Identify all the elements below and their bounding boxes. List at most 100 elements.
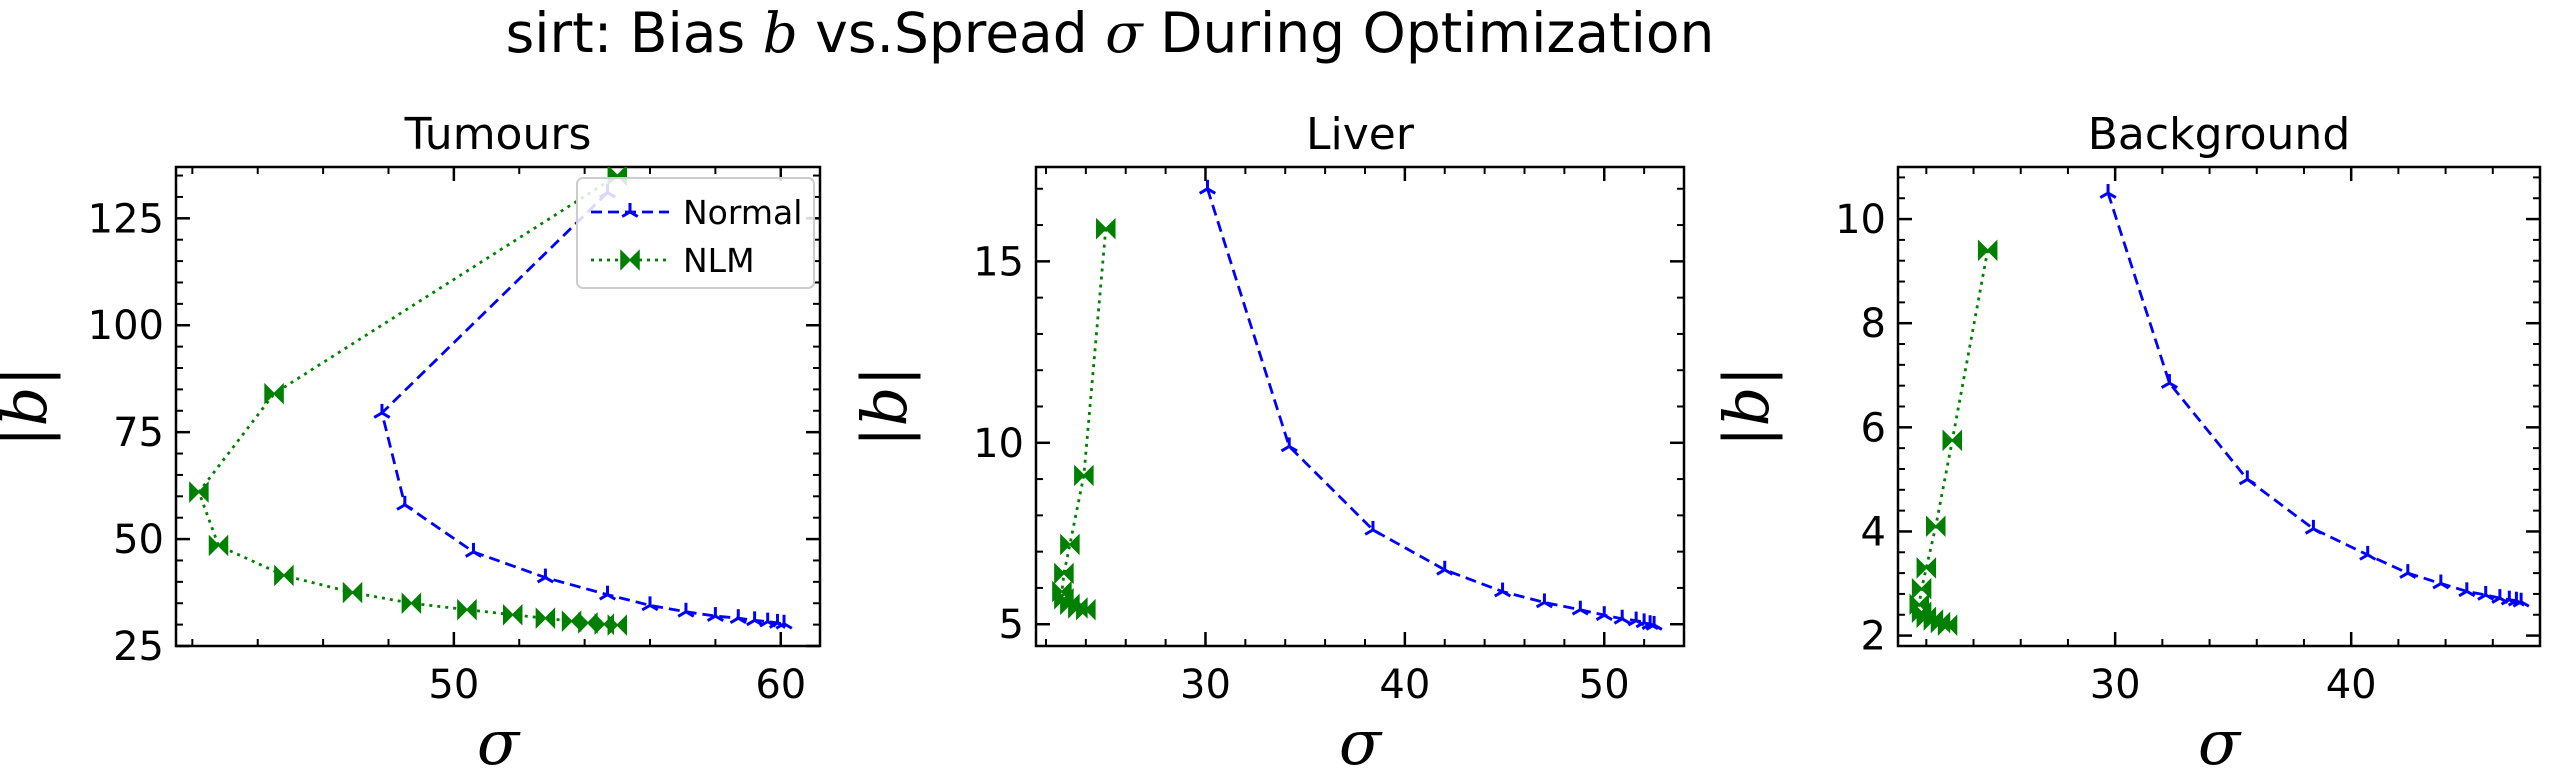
data-point-normal-arm xyxy=(1627,619,1637,627)
x-tick-label: 60 xyxy=(755,662,806,708)
data-point-normal-arm xyxy=(606,593,617,601)
x-axis-label: σ xyxy=(1339,706,1383,776)
x-tick-label: 50 xyxy=(428,662,479,708)
y-tick-label: 75 xyxy=(113,410,164,456)
data-point-normal-arm xyxy=(598,593,609,601)
figure-title-suffix: During Optimization xyxy=(1143,1,1715,65)
data-point-normal-arm xyxy=(775,622,785,630)
data-point-normal-arm xyxy=(2238,478,2249,486)
data-point-normal xyxy=(641,596,659,612)
data-point-normal-arm xyxy=(641,604,651,612)
data-point-normal xyxy=(1280,437,1298,453)
data-point-normal-arm xyxy=(1288,445,1298,453)
data-point-normal xyxy=(746,611,764,627)
data-point-normal-arm xyxy=(1198,187,1209,195)
data-point-normal-arm xyxy=(759,620,769,628)
y-tick-label: 50 xyxy=(113,517,164,563)
data-point-normal-arm xyxy=(2500,598,2511,606)
series-line-normal xyxy=(2106,192,2522,604)
data-point-normal-arm xyxy=(1603,613,1613,621)
data-point-normal xyxy=(2238,470,2256,486)
data-point-nlm xyxy=(264,382,284,405)
data-point-nlm xyxy=(342,581,363,604)
y-axis-label: |b| xyxy=(848,366,921,447)
y-axis-label: |b| xyxy=(0,366,61,447)
data-point-normal-arm xyxy=(729,616,740,624)
data-point-nlm xyxy=(1926,515,1946,538)
series-normal xyxy=(2099,184,2530,608)
data-point-normal-arm xyxy=(1653,623,1663,631)
legend-marker-normal-arm xyxy=(621,210,631,218)
panel-title: Liver xyxy=(1306,109,1415,160)
data-point-nlm xyxy=(1054,562,1074,585)
y-tick-label: 125 xyxy=(88,196,164,242)
data-point-normal-arm xyxy=(396,503,406,511)
data-point-normal-arm xyxy=(1280,445,1290,453)
data-point-normal-arm xyxy=(1501,590,1512,598)
data-point-normal-arm xyxy=(1579,608,1589,616)
data-point-normal-arm xyxy=(2466,590,2476,598)
data-point-normal-arm xyxy=(1621,617,1631,625)
plot-frame xyxy=(174,165,822,648)
data-point-nlm xyxy=(561,610,582,633)
series-line-normal xyxy=(1206,188,1655,627)
data-point-normal xyxy=(1535,593,1553,609)
figure-title-sigma: σ xyxy=(1105,1,1144,65)
data-point-normal-arm xyxy=(2168,381,2178,389)
series-nlm xyxy=(189,167,628,636)
panel-liver: 30 40 50 5 10 15 Liver σ |b| xyxy=(848,109,1686,776)
data-point-normal-arm xyxy=(2458,590,2468,598)
x-axis-label: σ xyxy=(2198,706,2242,776)
data-point-nlm xyxy=(457,598,477,621)
data-point-normal-arm xyxy=(381,411,391,419)
data-point-normal xyxy=(2399,564,2417,579)
data-point-normal xyxy=(464,542,483,558)
data-point-normal-arm xyxy=(737,616,747,624)
data-point-normal-arm xyxy=(1206,187,1217,195)
data-point-normal xyxy=(677,602,695,618)
data-point-normal xyxy=(1364,520,1382,536)
data-point-normal-arm xyxy=(1372,528,1382,536)
data-point-normal xyxy=(396,495,414,511)
data-point-nlm xyxy=(274,564,294,587)
data-point-normal-arm xyxy=(685,610,695,618)
data-point-normal xyxy=(1494,582,1512,598)
data-point-normal xyxy=(2432,574,2450,590)
data-point-normal-arm xyxy=(746,619,756,627)
data-point-normal-arm xyxy=(1635,621,1645,629)
series-line-nlm xyxy=(1060,228,1108,612)
x-tick-label: 40 xyxy=(1379,662,1430,708)
data-point-normal xyxy=(1645,615,1663,631)
data-point-normal-arm xyxy=(2099,191,2109,199)
x-tick-label: 40 xyxy=(2326,662,2377,708)
data-point-normal-arm xyxy=(2246,478,2256,486)
data-point-normal-arm xyxy=(2312,527,2322,535)
data-point-normal-arm xyxy=(2491,596,2501,604)
series-nlm xyxy=(1052,217,1116,621)
data-point-nlm xyxy=(208,534,229,557)
data-point-normal xyxy=(1436,560,1454,576)
data-point-nlm xyxy=(607,614,628,636)
data-point-nlm xyxy=(1096,217,1116,240)
data-point-normal-arm xyxy=(706,614,717,622)
series-nlm xyxy=(1909,239,1998,636)
data-point-nlm xyxy=(578,612,598,634)
data-point-normal-arm xyxy=(2432,582,2442,590)
panel-background: 30 40 2 4 6 8 10 Background σ |b| xyxy=(1710,109,2542,776)
figure-title: sirt: Bias b vs.Spread σ During Optimiza… xyxy=(506,1,1715,65)
data-point-normal xyxy=(2099,184,2117,199)
data-point-nlm xyxy=(1937,614,1958,636)
data-point-normal-arm xyxy=(2507,599,2518,607)
data-point-normal-arm xyxy=(464,550,475,558)
data-point-normal-arm xyxy=(2440,582,2450,590)
data-point-normal-arm xyxy=(1645,623,1655,631)
data-point-normal-arm xyxy=(1535,601,1546,609)
figure-title-b: b xyxy=(763,1,798,65)
data-point-normal-arm xyxy=(2160,381,2171,389)
data-point-normal xyxy=(536,568,554,584)
x-tick-label: 30 xyxy=(1180,662,1231,708)
y-tick-label: 5 xyxy=(999,602,1024,648)
y-tick-label: 6 xyxy=(1861,405,1886,451)
data-point-normal xyxy=(2477,585,2495,601)
